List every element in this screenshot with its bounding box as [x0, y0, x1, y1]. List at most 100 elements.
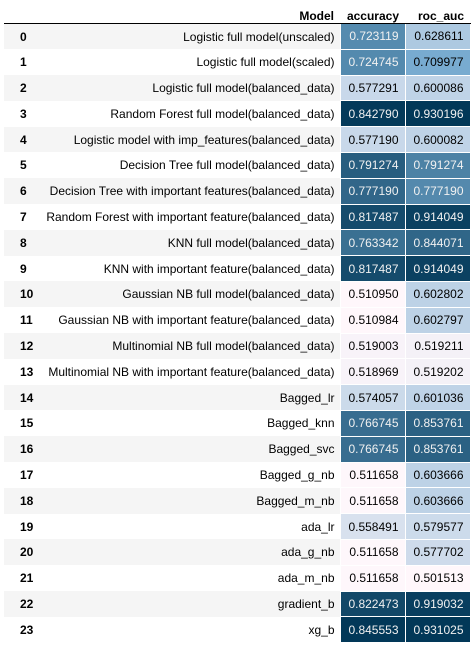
accuracy-cell: 0.766745	[339, 409, 406, 437]
roc-auc-cell: 0.579577	[404, 513, 471, 540]
accuracy-cell: 0.842790	[339, 100, 406, 128]
roc-auc-cell: 0.519211	[404, 332, 471, 360]
results-table: Model accuracy roc_auc 0 Logistic full mo…	[4, 4, 471, 644]
table-row: 10 Gaussian NB full model(balanced_data) 0…	[4, 280, 471, 308]
roc-auc-cell: 0.791274	[404, 151, 471, 179]
roc-auc-cell: 0.777190	[404, 177, 471, 205]
model-name-cell: Multinomial NB with important feature(ba…	[40, 358, 340, 385]
accuracy-cell: 0.511658	[339, 564, 406, 592]
accuracy-cell: 0.724745	[339, 48, 406, 76]
accuracy-cell: 0.511658	[339, 538, 406, 566]
roc-auc-cell: 0.628611	[404, 23, 471, 50]
table-row: 4 Logistic model with imp_features(balanc…	[4, 126, 471, 153]
table-row: 22 gradient_b 0.822473 0.919032	[4, 590, 471, 618]
accuracy-cell: 0.558491	[339, 513, 406, 540]
model-name-cell: Logistic full model(balanced_data)	[40, 75, 340, 101]
table-row: 5 Decision Tree full model(balanced_data)…	[4, 151, 471, 179]
row-index: 22	[4, 591, 40, 617]
table-row: 14 Bagged_lr 0.574057 0.601036	[4, 384, 471, 411]
row-index: 15	[4, 410, 40, 437]
index-header	[4, 4, 40, 24]
model-name-cell: Logistic full model(unscaled)	[40, 23, 340, 50]
row-index: 16	[4, 436, 40, 463]
row-index: 21	[4, 565, 40, 592]
model-name-cell: Bagged_lr	[40, 384, 340, 411]
table-row: 18 Bagged_m_nb 0.511658 0.603666	[4, 487, 471, 515]
model-name-cell: KNN full model(balanced_data)	[40, 229, 340, 256]
accuracy-cell: 0.577291	[339, 74, 406, 102]
roc-auc-cell: 0.844071	[404, 229, 471, 257]
accuracy-header: accuracy	[340, 4, 405, 24]
roc-auc-cell: 0.600082	[404, 126, 471, 153]
table-row: 17 Bagged_g_nb 0.511658 0.603666	[4, 461, 471, 489]
accuracy-cell: 0.511658	[339, 487, 406, 515]
row-index: 23	[4, 616, 40, 643]
row-index: 5	[4, 152, 40, 179]
row-index: 8	[4, 229, 40, 256]
table-row: 21 ada_m_nb 0.511658 0.501513	[4, 564, 471, 592]
accuracy-cell: 0.766745	[339, 435, 406, 463]
row-index: 7	[4, 204, 40, 230]
roc-auc-cell: 0.600086	[404, 74, 471, 102]
dataframe-output: Model accuracy roc_auc 0 Logistic full mo…	[0, 4, 472, 657]
roc-auc-cell: 0.603666	[404, 487, 471, 515]
row-index: 1	[4, 49, 40, 76]
model-name-cell: Gaussian NB full model(balanced_data)	[40, 281, 340, 308]
table-row: 11 Gaussian NB with important feature(bal…	[4, 306, 471, 334]
model-name-cell: Decision Tree with important features(ba…	[40, 178, 340, 205]
row-index: 18	[4, 487, 40, 514]
accuracy-cell: 0.510950	[339, 280, 406, 308]
model-name-cell: Bagged_m_nb	[40, 487, 340, 514]
row-index: 20	[4, 539, 40, 566]
table-row: 12 Multinomial NB full model(balanced_dat…	[4, 332, 471, 360]
model-name-cell: Bagged_svc	[40, 436, 340, 463]
table-row: 13 Multinomial NB with important feature(…	[4, 358, 471, 386]
table-row: 8 KNN full model(balanced_data) 0.763342 0.…	[4, 229, 471, 257]
roc-auc-cell: 0.577702	[404, 538, 471, 566]
row-index: 9	[4, 255, 40, 282]
model-name-cell: ada_m_nb	[40, 565, 340, 592]
roc-auc-cell: 0.914049	[404, 203, 471, 231]
row-index: 14	[4, 384, 40, 411]
roc-auc-header: roc_auc	[405, 4, 470, 24]
model-name-cell: Random Forest full model(balanced_data)	[40, 100, 340, 127]
header-row: Model accuracy roc_auc	[4, 4, 470, 24]
row-index: 19	[4, 513, 40, 540]
table-row: 19 ada_lr 0.558491 0.579577	[4, 513, 471, 540]
model-header: Model	[40, 4, 340, 24]
roc-auc-cell: 0.501513	[404, 564, 471, 592]
row-index: 17	[4, 462, 40, 488]
model-name-cell: Multinomial NB full model(balanced_data)	[40, 333, 340, 359]
accuracy-cell: 0.845553	[339, 616, 406, 644]
accuracy-cell: 0.574057	[339, 384, 406, 411]
table-row: 3 Random Forest full model(balanced_data)…	[4, 100, 471, 128]
accuracy-cell: 0.511658	[339, 461, 406, 489]
row-index: 3	[4, 100, 40, 127]
accuracy-cell: 0.510984	[339, 306, 406, 334]
model-name-cell: Logistic full model(scaled)	[40, 49, 340, 76]
model-name-cell: xg_b	[40, 616, 340, 643]
accuracy-cell: 0.791274	[339, 151, 406, 179]
accuracy-cell: 0.817487	[339, 203, 406, 231]
row-index: 4	[4, 126, 40, 153]
row-index: 10	[4, 281, 40, 308]
row-index: 6	[4, 178, 40, 205]
accuracy-cell: 0.577190	[339, 126, 406, 153]
accuracy-cell: 0.518969	[339, 358, 406, 386]
model-name-cell: Bagged_knn	[40, 410, 340, 437]
model-name-cell: gradient_b	[40, 591, 340, 617]
roc-auc-cell: 0.930196	[404, 100, 471, 128]
row-index: 11	[4, 307, 40, 334]
accuracy-cell: 0.817487	[339, 255, 406, 282]
model-name-cell: KNN with important feature(balanced_data…	[40, 255, 340, 282]
roc-auc-cell: 0.709977	[404, 48, 471, 76]
roc-auc-cell: 0.519202	[404, 358, 471, 386]
roc-auc-cell: 0.919032	[404, 590, 471, 618]
model-name-cell: Logistic model with imp_features(balance…	[40, 126, 340, 153]
accuracy-cell: 0.723119	[339, 23, 406, 50]
table-row: 6 Decision Tree with important features(b…	[4, 177, 471, 205]
roc-auc-cell: 0.931025	[404, 616, 471, 644]
row-index: 2	[4, 75, 40, 101]
model-name-cell: ada_g_nb	[40, 539, 340, 566]
model-name-cell: Random Forest with important feature(bal…	[40, 204, 340, 230]
